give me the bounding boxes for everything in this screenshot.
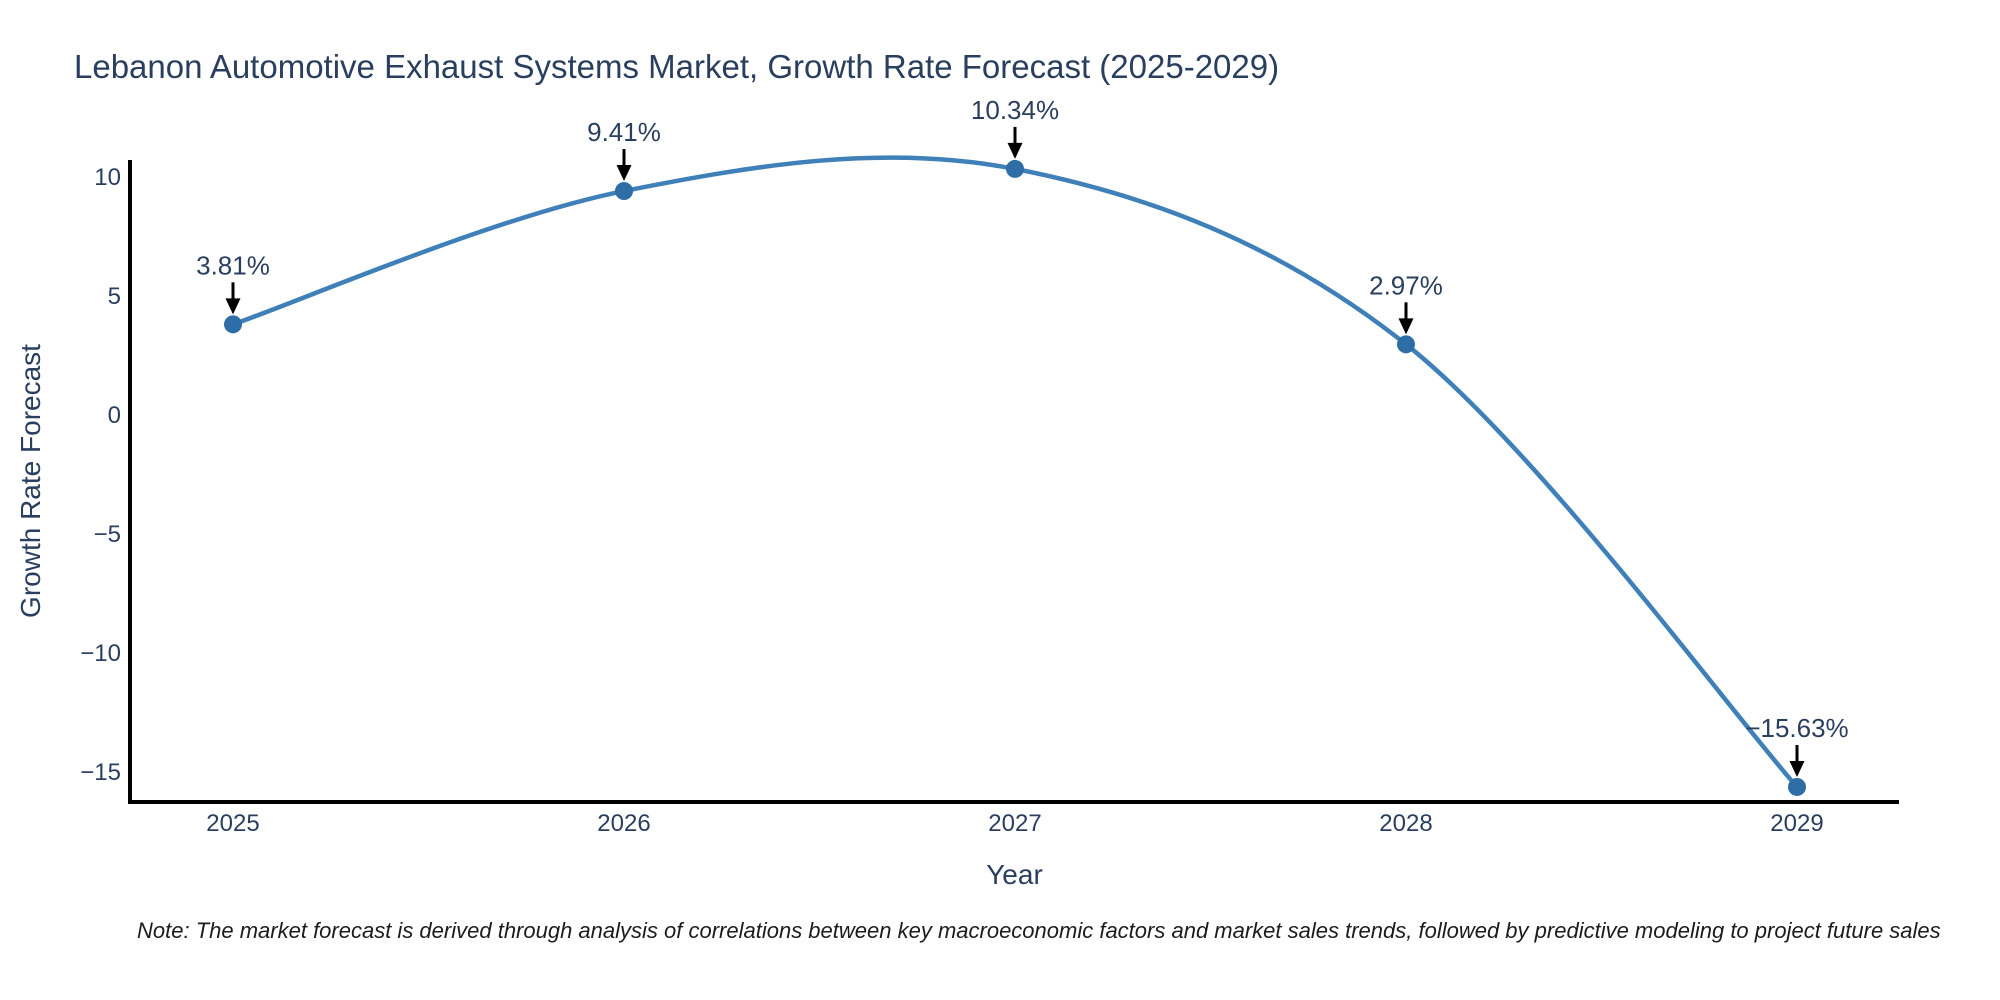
- annotation-arrowhead-icon: [616, 165, 632, 182]
- x-tick-label: 2029: [1770, 810, 1823, 837]
- forecast-line: [230, 155, 1800, 790]
- annotation-arrowhead-icon: [1789, 760, 1805, 777]
- data-point[interactable]: [1006, 159, 1024, 178]
- y-tick-label: 10: [94, 164, 121, 191]
- y-tick-label: 5: [108, 283, 121, 310]
- data-point[interactable]: [1397, 335, 1415, 354]
- x-tick-label: 2027: [988, 810, 1041, 837]
- y-axis-title: Growth Rate Forecast: [15, 344, 46, 618]
- data-point[interactable]: [615, 182, 633, 201]
- point-value-label: 9.41%: [587, 117, 661, 147]
- data-point[interactable]: [1788, 777, 1806, 796]
- footnote: Note: The market forecast is derived thr…: [137, 918, 1941, 943]
- y-tick-label: −5: [94, 521, 121, 548]
- y-tick-label: −10: [80, 640, 121, 667]
- point-value-label: −15.63%: [1745, 713, 1848, 743]
- y-tick-label: −15: [80, 759, 121, 786]
- x-tick-label: 2026: [597, 810, 650, 837]
- annotation-arrowhead-icon: [225, 298, 241, 315]
- point-value-label: 10.34%: [971, 95, 1059, 125]
- y-tick-label: 0: [108, 402, 121, 429]
- point-value-label: 3.81%: [196, 250, 270, 280]
- x-axis-title: Year: [986, 859, 1043, 890]
- chart-title: Lebanon Automotive Exhaust Systems Marke…: [74, 48, 1280, 85]
- data-point[interactable]: [224, 315, 242, 334]
- point-value-label: 2.97%: [1369, 270, 1443, 300]
- x-tick-label: 2025: [206, 810, 259, 837]
- annotation-arrowhead-icon: [1007, 142, 1023, 159]
- annotation-arrowhead-icon: [1398, 318, 1414, 335]
- x-tick-label: 2028: [1379, 810, 1432, 837]
